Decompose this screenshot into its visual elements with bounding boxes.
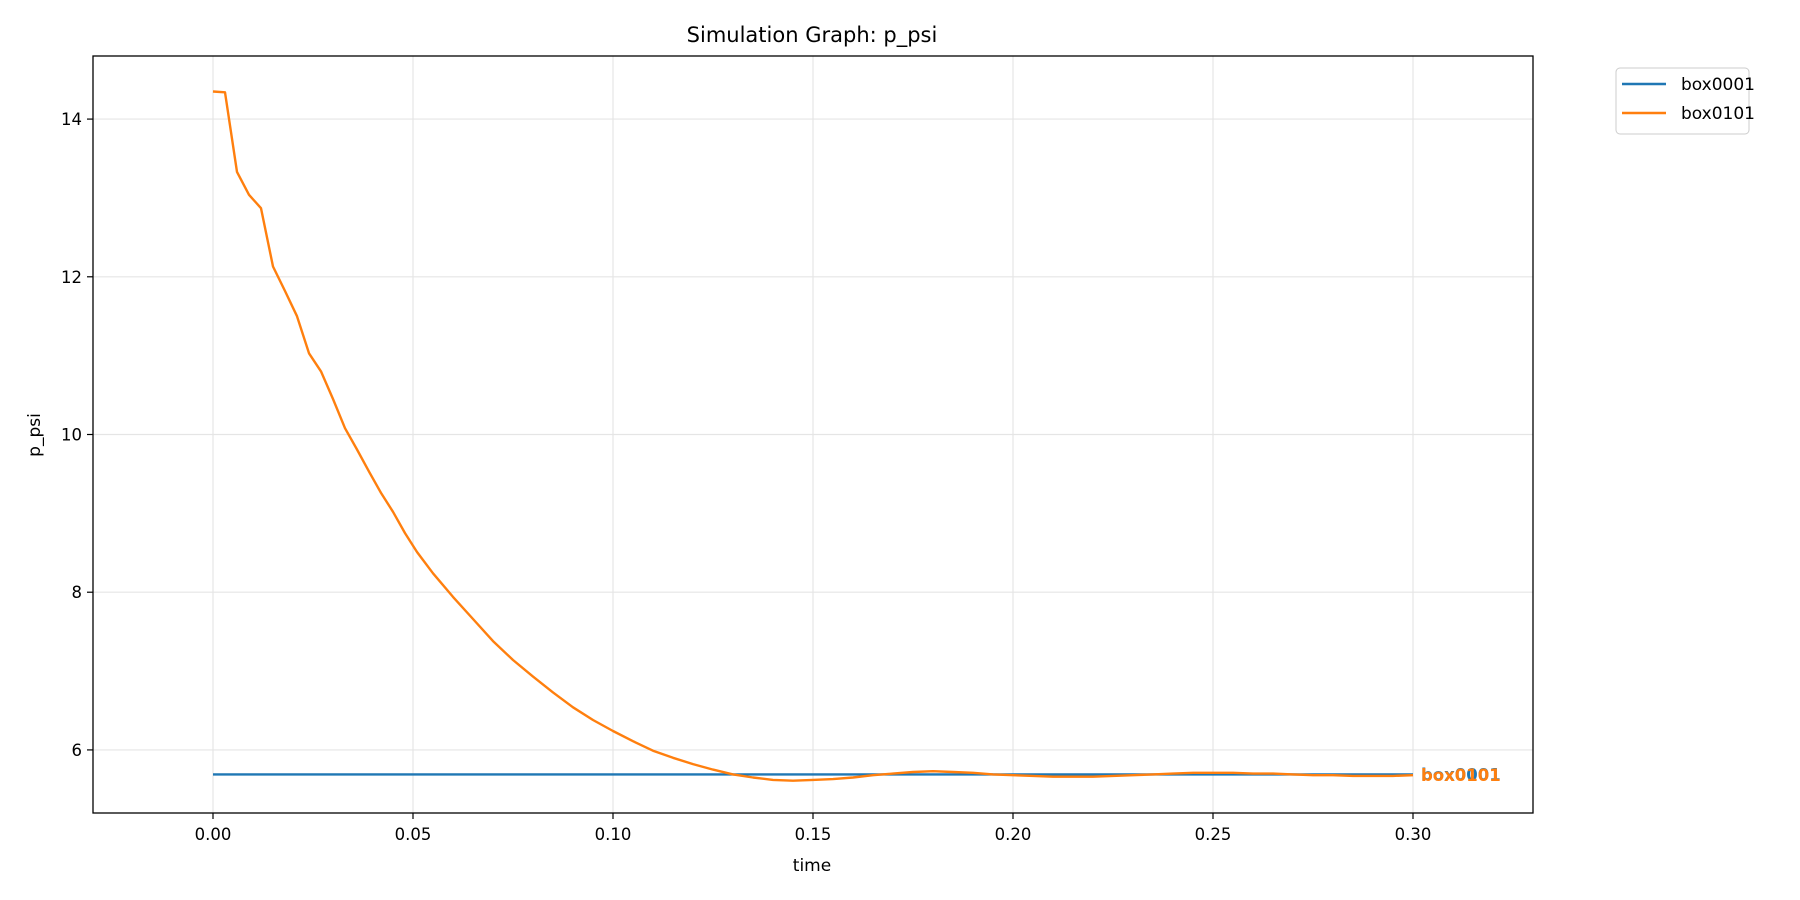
series-lines (212, 90, 1414, 782)
x-tick-label: 0.00 (195, 825, 232, 844)
series-line-box0101 (212, 90, 1414, 782)
end-label-box0101: box0101 (1421, 766, 1501, 785)
legend: box0001 box0101 (1615, 67, 1755, 135)
y-tick-label: 10 (61, 426, 82, 445)
legend-label-box0001: box0001 (1681, 75, 1755, 95)
y-tick-label: 8 (72, 583, 83, 602)
end-label-box0001: box0001 (1421, 765, 1501, 784)
x-tick-label: 0.15 (795, 825, 832, 844)
axis-ticks: 0.00 0.05 0.10 0.15 0.20 0.25 0.30 6 8 10 12 14 (61, 110, 1431, 844)
x-tick-label: 0.30 (1395, 825, 1432, 844)
y-tick-label: 14 (61, 110, 82, 129)
x-tick-label: 0.20 (995, 825, 1032, 844)
y-tick-label: 12 (61, 268, 82, 287)
y-axis-label: p_psi (25, 413, 45, 457)
y-tick-label: 6 (72, 741, 83, 760)
x-axis-label: time (793, 856, 831, 876)
x-tick-label: 0.25 (1195, 825, 1232, 844)
legend-label-box0101: box0101 (1681, 104, 1755, 124)
x-tick-label: 0.10 (595, 825, 632, 844)
x-tick-label: 0.05 (395, 825, 432, 844)
grid (93, 56, 1533, 813)
chart-title: Simulation Graph: p_psi (687, 23, 938, 48)
